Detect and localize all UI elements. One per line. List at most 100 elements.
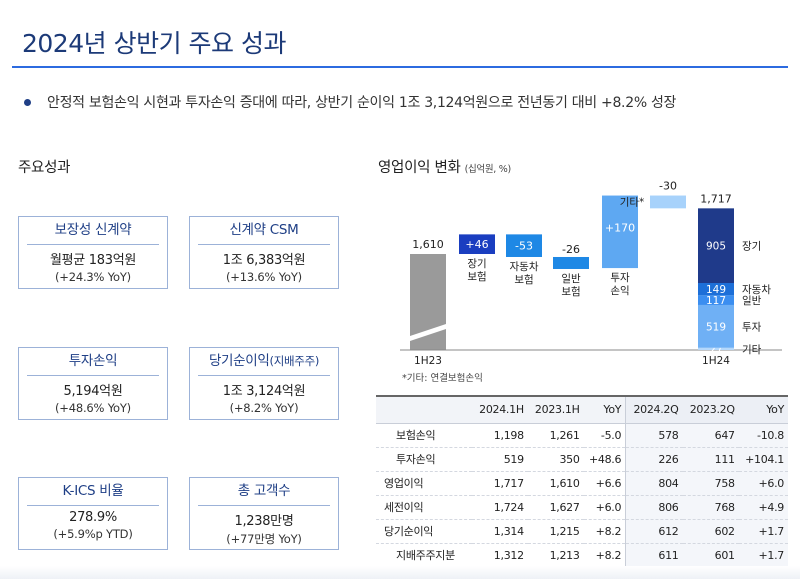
table-cell: +8.2 [583,519,626,544]
card-divider [27,375,159,376]
table-cell: 1,213 [527,543,584,568]
table-cell: 1,627 [527,495,584,520]
bar-step [650,195,686,209]
x-tick-label: 기타* [620,197,645,209]
card-title-qualifier: (지배주주) [269,354,320,368]
table-cell: 1,215 [527,519,584,544]
card-value: 월평균 183억원 [49,253,137,268]
table-cell: +6.0 [738,471,788,496]
x-tick-label: 투자 [610,272,630,284]
table-cell: 1,717 [472,471,528,496]
table-cell: +104.1 [738,447,788,472]
card-change: (+24.3% YoY) [55,270,131,284]
bar-value-label: -26 [562,243,580,256]
table-cell: 1,312 [472,543,528,568]
bar-value-label: 1,717 [700,192,732,205]
segment-value-label: 905 [706,241,726,253]
card-title: 투자손익 [68,353,118,369]
table-cell: 612 [625,519,683,544]
card-divider [27,505,159,506]
table-cell: +6.0 [583,495,626,520]
table-cell: 1,724 [472,495,528,520]
card-title: 총 고객수 [237,483,291,499]
card-title: 신계약 CSM [229,222,299,238]
segment-legend-label: 자동차 [742,284,771,296]
card-divider [27,244,159,245]
segment-value-label: 149 [706,284,726,296]
card-value: 5,194억원 [63,384,123,399]
bottom-fade [0,566,800,579]
card-change: (+8.2% YoY) [229,401,299,415]
card-divider [198,375,330,376]
bullet-dot-icon [24,98,31,106]
table-cell: +48.6 [583,447,626,472]
bar-value-label: -53 [515,240,533,253]
table-cell: +1.7 [738,543,788,568]
segment-legend-label: 일반 [742,294,762,307]
table-cell: 1,261 [527,423,584,448]
table-cell: 768 [682,495,739,520]
chart-footnote: *기타: 연결보험손익 [402,372,483,384]
table-cell: +8.2 [583,543,626,568]
page-title: 2024년 상반기 주요 성과 [22,29,286,58]
table-header: YoY [738,395,788,424]
bar-value-label: +170 [605,222,635,235]
segment-legend-label: 기타 [742,344,762,356]
table-cell: 601 [682,543,739,568]
chart-unit: (십억원, %) [464,164,512,175]
row-label: 당기순이익 [376,519,472,544]
x-tick-label: 장기 [467,258,486,270]
card-value: 1조 6,383억원 [222,253,306,268]
table-cell: 226 [625,447,683,472]
bar-value-label: -30 [659,180,677,193]
table-row: 세전이익 1,724 1,627 +6.0 806 768 +4.9 [376,495,788,520]
table-row: 투자손익 519 350 +48.6 226 111 +104.1 [376,447,788,472]
card-change: (+48.6% YoY) [55,401,131,415]
axis-break-icon [410,324,446,341]
table-row: 지배주주지분 1,312 1,213 +8.2 611 601 +1.7 [376,543,788,568]
table-header-row: 2024.1H 2023.1H YoY 2024.2Q 2023.2Q YoY [376,395,788,424]
table-cell: -5.0 [583,423,626,448]
x-tick-label: 1H23 [414,355,442,367]
table-row: 영업이익 1,717 1,610 +6.6 804 758 +6.0 [376,471,788,496]
x-tick-label: 자동차 [510,261,539,273]
card-change: (+5.9%p YTD) [53,527,133,541]
card-change: (+77만명 YoY) [226,532,302,546]
x-tick-label: 보험 [514,274,533,286]
card-title: 보장성 신계약 [54,222,132,238]
table-header: 2024.2Q [625,395,683,424]
bar-step [602,195,638,269]
card-divider [198,244,330,245]
table-cell: 611 [625,543,683,568]
table-cell: 350 [527,447,584,472]
card-divider [198,505,330,506]
operating-profit-heading: 영업이익 변화 (십억원, %) [378,156,511,177]
table-header: 2023.2Q [682,395,739,424]
row-label: 보험손익 [376,423,472,448]
table-cell: 1,198 [472,423,528,448]
card-total-customers: 총 고객수 1,238만명 (+77만명 YoY) [189,477,339,550]
table-row: 당기순이익 1,314 1,215 +8.2 612 602 +1.7 [376,519,788,544]
summary-text: 안정적 보험손익 시현과 투자손익 증대에 따라, 상반기 순이익 1조 3,1… [47,95,677,111]
card-investment-income: 투자손익 5,194억원 (+48.6% YoY) [18,347,168,420]
table-cell: 758 [682,471,739,496]
bar-value-label: +46 [465,238,488,251]
table-cell: +4.9 [738,495,788,520]
row-label: 영업이익 [376,471,472,496]
table-cell: +1.7 [738,519,788,544]
table-header: 2023.1H [527,395,584,424]
table-cell: +6.6 [583,471,626,496]
x-tick-label: 일반 [561,272,581,285]
table-header: 2024.1H [472,395,528,424]
table-cell: -10.8 [738,423,788,448]
card-change: (+13.6% YoY) [226,270,302,284]
card-kics-ratio: K-ICS 비율 278.9% (+5.9%p YTD) [18,477,168,550]
card-value: 278.9% [69,510,117,525]
bar-1h24-segment [698,304,734,348]
table-row: 보험손익 1,198 1,261 -5.0 578 647 -10.8 [376,423,788,448]
segment-value-label: 117 [706,295,726,307]
bar-step [553,256,589,269]
bar-1h24-segment [698,208,734,284]
operating-profit-waterfall-chart: 1,6101H23+46장기보험-53자동차보험-26일반보험+170투자손익-… [400,180,782,384]
segment-legend-label: 장기 [742,241,761,253]
